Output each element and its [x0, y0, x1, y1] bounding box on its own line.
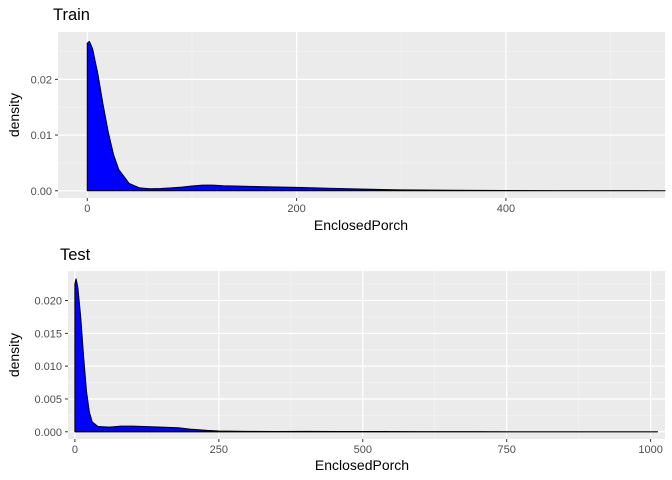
test-y-axis: 0.000 0.005 0.010 0.015 0.020	[34, 296, 68, 439]
test-density-layer	[74, 278, 659, 433]
train-y-tick-label: 0.01	[31, 130, 52, 142]
train-x-axis-title: EnclosedPorch	[314, 217, 408, 233]
test-y-tick-label: 0.015	[34, 328, 62, 340]
test-y-tick-label: 0.010	[34, 361, 62, 373]
test-y-tick-label: 0.000	[34, 427, 62, 439]
test-y-tick-label: 0.005	[34, 394, 62, 406]
test-y-tick-label: 0.020	[34, 296, 62, 308]
test-x-axis-title: EnclosedPorch	[315, 457, 409, 473]
train-y-axis: 0.00 0.01 0.02	[31, 74, 58, 198]
test-plot-background	[68, 271, 665, 439]
train-density-layer	[86, 40, 666, 192]
train-x-tick-label: 200	[287, 203, 305, 215]
test-x-tick-label: 750	[498, 444, 516, 456]
test-x-tick-label: 1000	[638, 444, 662, 456]
test-x-tick-label: 250	[210, 444, 228, 456]
test-density-area	[74, 278, 659, 433]
test-x-axis: 0 250 500 750 1000	[72, 439, 663, 456]
train-x-tick-label: 400	[497, 203, 515, 215]
test-x-tick-label: 500	[354, 444, 372, 456]
train-title: Train	[53, 6, 90, 24]
train-x-axis: 0 200 400	[84, 198, 515, 215]
train-x-tick-label: 0	[84, 203, 90, 215]
train-y-tick-label: 0.02	[31, 74, 52, 86]
test-x-tick-label: 0	[72, 444, 78, 456]
train-density-area	[86, 40, 666, 192]
train-panel: 0.00 0.01 0.02 0 200 400 Train EnclosedPorch…	[6, 6, 666, 233]
train-plot-background	[58, 32, 665, 198]
test-panel: 0.000 0.005 0.010 0.015 0.020 0 250 500 750 1000…	[6, 246, 665, 473]
test-title: Test	[60, 246, 91, 264]
train-y-tick-label: 0.00	[31, 186, 52, 198]
test-y-axis-title: density	[6, 333, 22, 377]
train-y-axis-title: density	[6, 93, 22, 137]
